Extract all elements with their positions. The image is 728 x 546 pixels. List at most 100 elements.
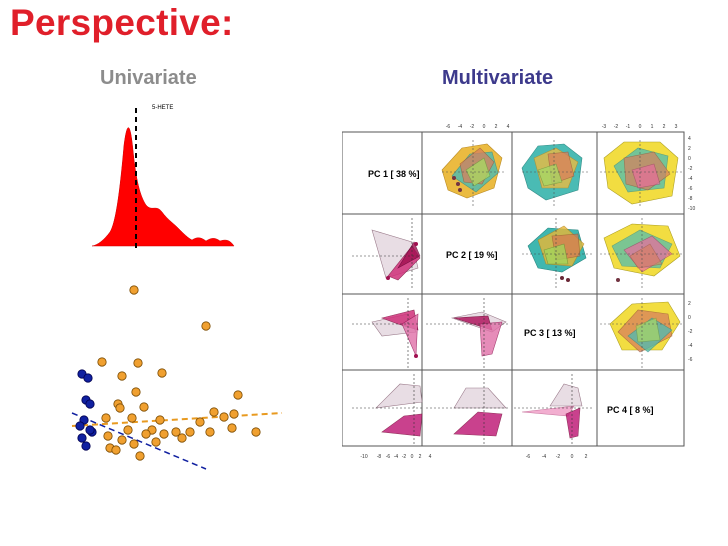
tick: -10 (360, 454, 367, 460)
orange-point (117, 371, 127, 381)
orange-point (159, 429, 169, 439)
slide-title: Perspective: (10, 2, 234, 43)
orange-point (135, 451, 145, 461)
panel-pc1-pc3 (521, 140, 590, 208)
tick: 4 (688, 136, 691, 142)
tick: -2 (402, 454, 407, 460)
orange-point (195, 417, 205, 427)
orange-point (131, 387, 141, 397)
tick: -10 (688, 206, 695, 212)
orange-point (117, 435, 127, 445)
blue-point (85, 425, 95, 435)
orange-point (219, 412, 229, 422)
tick: -6 (446, 124, 451, 130)
diag-label-pc3: PC 3 [ 13 %] (524, 328, 576, 338)
right-axis-row1: 4 2 0 -2 -4 -6 -8 -10 (688, 136, 695, 212)
tick: -6 (688, 186, 693, 192)
blue-point (85, 399, 95, 409)
tick: 0 (483, 124, 486, 130)
tick: 0 (639, 124, 642, 130)
orange-point (185, 427, 195, 437)
orange-point (129, 285, 139, 295)
blue-point (81, 441, 91, 451)
orange-point (201, 321, 211, 331)
tick: -4 (688, 176, 693, 182)
panel-pc1-pc2 (441, 140, 504, 208)
panel-pc4-pc2 (426, 374, 510, 444)
panel-pc4-pc3 (514, 374, 594, 444)
blue-point (83, 373, 93, 383)
tick: 0 (411, 454, 414, 460)
diag-label-pc2: PC 2 [ 19 %] (446, 250, 498, 260)
bottom-axis-col1: -10 -8 -6 -4 -2 0 2 4 (360, 454, 431, 460)
tick: 2 (688, 146, 691, 152)
tick: 1 (651, 124, 654, 130)
tick: -4 (394, 454, 399, 460)
panel-pc3-pc1 (352, 298, 420, 368)
panel-pc2-pc1 (352, 218, 421, 290)
panel-pc2-pc3 (522, 218, 592, 290)
right-axis-row3: 2 0 -2 -4 -6 (688, 301, 693, 363)
orange-point (101, 413, 111, 423)
panel-pc3-pc4 (600, 298, 682, 368)
tick: 3 (675, 124, 678, 130)
panel-pc3-pc2 (426, 298, 510, 368)
scatter-plot (71, 285, 283, 470)
tick: -8 (377, 454, 382, 460)
tick: -4 (688, 343, 693, 349)
bottom-axis-col3: -6 -4 -2 0 2 (526, 454, 588, 460)
tick: 2 (585, 454, 588, 460)
tick: 0 (688, 156, 691, 162)
tick: 4 (429, 454, 432, 460)
orange-point (103, 431, 113, 441)
tick: 0 (688, 315, 691, 321)
tick: -4 (458, 124, 463, 130)
panel-pc2-pc4 (600, 218, 682, 290)
tick: -8 (688, 196, 693, 202)
top-axis-col2: -6 -4 -2 0 2 4 (446, 124, 510, 130)
tick: -1 (626, 124, 631, 130)
orange-point (233, 390, 243, 400)
orange-point (97, 357, 107, 367)
orange-point (205, 427, 215, 437)
tick: 2 (688, 301, 691, 307)
top-axis-col4: -3 -2 -1 0 1 2 3 (602, 124, 678, 130)
orange-point (133, 358, 143, 368)
tick: -2 (688, 329, 693, 335)
tick: 2 (419, 454, 422, 460)
blue-point (77, 433, 87, 443)
tick: -2 (688, 166, 693, 172)
blue-trend-line (71, 412, 207, 470)
orange-point (155, 415, 165, 425)
density-annotation: 5-HETE (152, 105, 173, 111)
tick: 2 (663, 124, 666, 130)
orange-point (177, 433, 187, 443)
pca-matrix: PC 1 [ 38 %] PC 2 [ 19 %] PC 3 [ 13 %] P… (342, 124, 695, 460)
tick: 2 (495, 124, 498, 130)
scatter-points (75, 285, 261, 461)
blue-point (75, 421, 85, 431)
orange-point (209, 407, 219, 417)
orange-point (127, 413, 137, 423)
orange-point (229, 409, 239, 419)
orange-trend-line (71, 412, 283, 427)
orange-point (151, 437, 161, 447)
univariate-heading: Univariate (100, 67, 197, 89)
orange-point (111, 445, 121, 455)
tick: -4 (542, 454, 547, 460)
orange-point (141, 429, 151, 439)
tick: 0 (571, 454, 574, 460)
multivariate-heading: Multivariate (442, 67, 554, 89)
tick: 4 (507, 124, 510, 130)
tick: -2 (614, 124, 619, 130)
panel-pc1-pc4 (600, 140, 682, 208)
orange-point (157, 368, 167, 378)
orange-point (115, 403, 125, 413)
tick: -6 (526, 454, 531, 460)
density-plot: 5-HETE (91, 105, 235, 250)
orange-point (123, 425, 133, 435)
panel-pc4-pc1 (352, 374, 423, 444)
density-area (91, 127, 235, 247)
tick: -6 (688, 357, 693, 363)
tick: -6 (386, 454, 391, 460)
